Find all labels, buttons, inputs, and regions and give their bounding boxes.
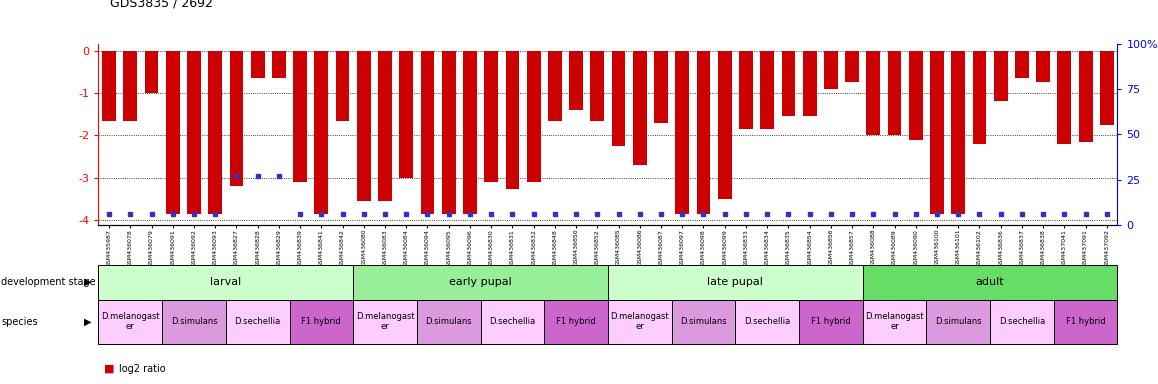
Bar <box>145 51 159 93</box>
Bar <box>315 51 328 214</box>
Bar <box>802 51 816 116</box>
Text: log2 ratio: log2 ratio <box>119 364 166 374</box>
Bar <box>379 51 391 201</box>
Text: F1 hybrid: F1 hybrid <box>556 317 596 326</box>
Text: D.sechellia: D.sechellia <box>235 317 280 326</box>
Bar <box>484 51 498 182</box>
Bar <box>845 51 859 83</box>
Text: D.melanogast
er: D.melanogast er <box>610 312 669 331</box>
Bar <box>272 51 286 78</box>
Bar <box>442 51 455 214</box>
Bar <box>251 51 264 78</box>
Bar <box>909 51 923 140</box>
Bar <box>675 51 689 214</box>
Text: ▶: ▶ <box>85 277 91 287</box>
Bar <box>527 51 541 182</box>
Text: D.sechellia: D.sechellia <box>999 317 1045 326</box>
Bar <box>1100 51 1114 125</box>
Bar <box>718 51 732 199</box>
Bar <box>1016 51 1028 78</box>
Bar <box>208 51 222 214</box>
Bar <box>124 51 137 121</box>
Text: development stage: development stage <box>1 277 96 287</box>
Bar <box>930 51 944 214</box>
Bar <box>229 51 243 186</box>
Text: ■: ■ <box>104 364 115 374</box>
Bar <box>102 51 116 121</box>
Bar <box>570 51 582 110</box>
Bar <box>697 51 710 214</box>
Bar <box>420 51 434 214</box>
Bar <box>1079 51 1092 142</box>
Text: late pupal: late pupal <box>708 277 763 287</box>
Text: D.simulans: D.simulans <box>425 317 472 326</box>
Bar <box>866 51 880 136</box>
Bar <box>166 51 179 214</box>
Bar <box>973 51 987 144</box>
Bar <box>336 51 350 121</box>
Bar <box>888 51 901 136</box>
Bar <box>952 51 965 214</box>
Bar <box>824 51 837 89</box>
Bar <box>994 51 1007 101</box>
Text: early pupal: early pupal <box>449 277 512 287</box>
Text: D.sechellia: D.sechellia <box>490 317 535 326</box>
Text: D.melanogast
er: D.melanogast er <box>865 312 924 331</box>
Text: GDS3835 / 2692: GDS3835 / 2692 <box>110 0 213 10</box>
Text: D.melanogast
er: D.melanogast er <box>101 312 160 331</box>
Bar <box>463 51 477 214</box>
Text: D.melanogast
er: D.melanogast er <box>356 312 415 331</box>
Bar <box>739 51 753 129</box>
Bar <box>293 51 307 182</box>
Text: larval: larval <box>211 277 241 287</box>
Text: D.simulans: D.simulans <box>935 317 982 326</box>
Bar <box>188 51 200 214</box>
Text: ▶: ▶ <box>85 316 91 327</box>
Bar <box>654 51 668 123</box>
Text: D.simulans: D.simulans <box>170 317 218 326</box>
Bar <box>591 51 604 121</box>
Bar <box>782 51 796 116</box>
Text: D.sechellia: D.sechellia <box>745 317 790 326</box>
Bar <box>1057 51 1071 144</box>
Text: species: species <box>1 316 38 327</box>
Text: F1 hybrid: F1 hybrid <box>301 317 342 326</box>
Bar <box>1036 51 1050 83</box>
Bar <box>357 51 371 201</box>
Text: F1 hybrid: F1 hybrid <box>811 317 851 326</box>
Text: D.simulans: D.simulans <box>680 317 727 326</box>
Text: F1 hybrid: F1 hybrid <box>1065 317 1106 326</box>
Text: adult: adult <box>976 277 1004 287</box>
Bar <box>506 51 519 189</box>
Bar <box>611 51 625 146</box>
Bar <box>633 51 646 165</box>
Bar <box>761 51 774 129</box>
Bar <box>548 51 562 121</box>
Bar <box>400 51 413 178</box>
